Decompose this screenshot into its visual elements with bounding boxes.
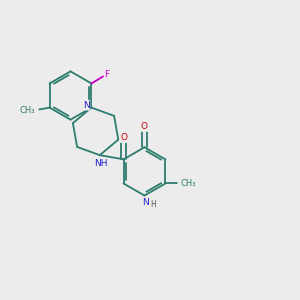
Text: O: O [141,122,148,131]
Text: N: N [83,101,89,110]
Text: CH₃: CH₃ [180,179,196,188]
Text: F: F [104,70,110,79]
Text: O: O [120,133,127,142]
Text: NH: NH [94,159,108,168]
Text: N: N [142,197,148,206]
Text: H: H [150,200,155,209]
Text: CH₃: CH₃ [19,106,35,115]
